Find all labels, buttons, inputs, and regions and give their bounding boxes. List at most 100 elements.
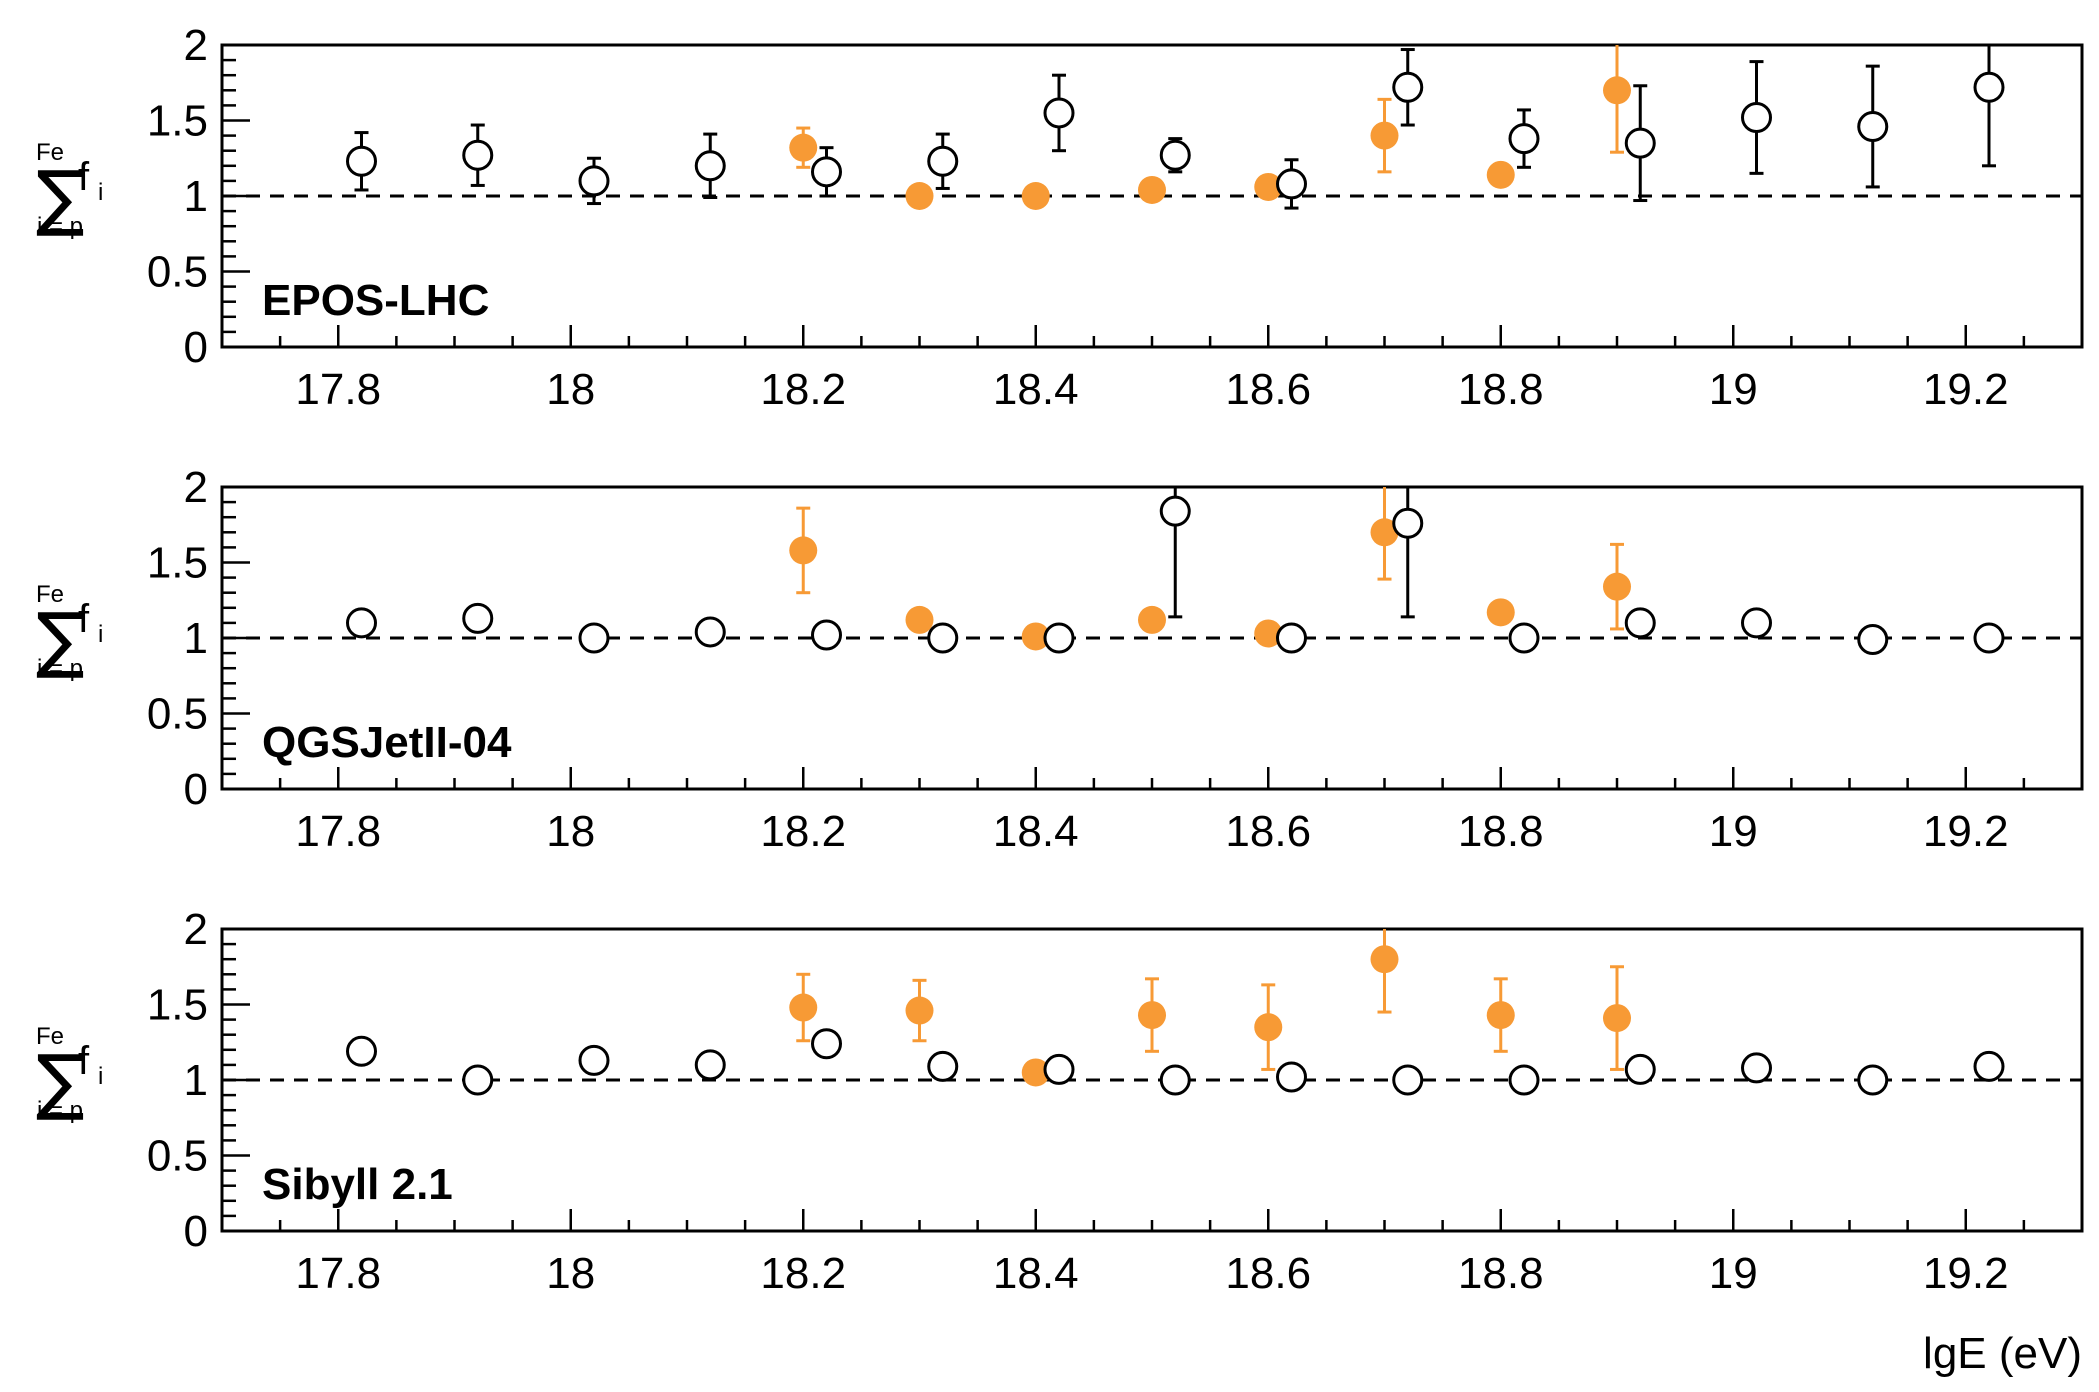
data-point-open xyxy=(346,145,377,177)
panel-label: QGSJetII-04 xyxy=(262,718,512,767)
x-tick-label: 19.2 xyxy=(1923,1249,2009,1298)
y-tick-label: 1.5 xyxy=(147,97,208,146)
data-point-open xyxy=(1508,123,1540,155)
data-point-filled xyxy=(1138,605,1166,634)
data-point-open xyxy=(1276,1061,1307,1093)
data-point-open xyxy=(1741,1052,1772,1084)
y-axis-label-lower: i = p xyxy=(37,655,83,682)
data-point-open xyxy=(1392,507,1424,539)
data-point-filled xyxy=(789,993,818,1022)
data-point-open xyxy=(811,156,842,188)
data-point-filled xyxy=(1138,175,1166,204)
data-point-open xyxy=(927,1050,959,1082)
data-point-open xyxy=(462,1064,494,1096)
data-point-open xyxy=(1624,127,1656,159)
chart-panels: 17.8 18 18.2 18.4 18.6 18.8 19 19.2 0 0.5 1 1.5 2 EPO… xyxy=(36,21,2084,1298)
x-axis-label: lgE (eV) xyxy=(1923,1329,2082,1378)
x-tick-label: 19 xyxy=(1709,807,1758,856)
data-point-open xyxy=(1043,97,1075,129)
y-axis-label-lower: i = p xyxy=(37,1097,83,1124)
data-point-filled xyxy=(1370,121,1399,150)
panel-0: 17.8 18 18.2 18.4 18.6 18.8 19 19.2 0 0.5 1 1.5 2 EPO… xyxy=(36,21,2084,414)
y-tick-label: 1.5 xyxy=(147,539,208,588)
x-tick-label: 18.2 xyxy=(760,1249,846,1298)
data-point-open xyxy=(1276,622,1307,654)
data-point-open xyxy=(1857,1064,1889,1096)
data-point-filled xyxy=(789,133,818,162)
data-point-open xyxy=(578,622,610,654)
y-tick-label: 0.5 xyxy=(147,690,208,739)
y-axis-label-lower: i = p xyxy=(37,213,83,240)
y-axis-label-symbol: ∑ xyxy=(36,1039,85,1123)
x-tick-label: 18.2 xyxy=(760,365,846,414)
data-point-filled xyxy=(1486,1001,1515,1030)
data-point-open xyxy=(694,150,726,182)
y-axis-label-sub: i xyxy=(98,179,103,206)
data-point-open xyxy=(578,165,610,197)
data-point-open xyxy=(694,1049,726,1081)
y-tick-label: 0 xyxy=(184,1207,208,1256)
x-tick-label: 17.8 xyxy=(295,807,381,856)
data-point-filled xyxy=(1021,182,1050,210)
y-axis-label-upper: Fe xyxy=(36,581,64,608)
data-point-filled xyxy=(1603,1004,1631,1033)
data-point-open xyxy=(1624,607,1656,639)
data-point-open xyxy=(927,622,959,654)
data-point-open xyxy=(1741,101,1772,133)
panel-label: Sibyll 2.1 xyxy=(262,1160,453,1209)
x-tick-label: 17.8 xyxy=(295,365,381,414)
data-point-filled xyxy=(1486,598,1515,627)
y-tick-label: 1 xyxy=(184,1056,208,1105)
data-point-filled xyxy=(1021,1058,1050,1087)
x-tick-label: 18.8 xyxy=(1458,1249,1544,1298)
data-point-open xyxy=(1973,1050,2005,1082)
data-point-open xyxy=(1508,1064,1540,1096)
data-point-filled xyxy=(1021,622,1050,651)
y-axis-label-upper: Fe xyxy=(36,139,64,166)
y-tick-label: 2 xyxy=(184,905,208,954)
x-tick-label: 18.4 xyxy=(993,1249,1079,1298)
x-tick-label: 18.2 xyxy=(760,807,846,856)
x-tick-label: 18.4 xyxy=(993,807,1079,856)
data-point-open xyxy=(694,616,726,648)
y-tick-label: 1.5 xyxy=(147,981,208,1030)
data-point-open xyxy=(1159,139,1191,171)
data-point-open xyxy=(346,1035,377,1067)
data-point-filled xyxy=(1254,172,1283,201)
data-point-open xyxy=(811,619,842,651)
data-point-filled xyxy=(905,605,934,634)
y-axis-label-sub: i xyxy=(98,1063,103,1090)
data-point-open xyxy=(578,1044,610,1076)
x-tick-label: 18.6 xyxy=(1225,1249,1311,1298)
y-axis-label-term: f xyxy=(78,155,90,199)
x-tick-label: 17.8 xyxy=(295,1249,381,1298)
data-point-open xyxy=(1159,1064,1191,1096)
data-point-filled xyxy=(1138,1001,1166,1030)
x-tick-label: 18.8 xyxy=(1458,807,1544,856)
data-point-open xyxy=(1741,607,1772,639)
x-tick-label: 18.4 xyxy=(993,365,1079,414)
y-axis-label-upper: Fe xyxy=(36,1023,64,1050)
panel-2: 17.8 18 18.2 18.4 18.6 18.8 19 19.2 0 0.5 1 1.5 2 Sib… xyxy=(36,905,2084,1298)
data-point-open xyxy=(1392,71,1424,103)
data-point-filled xyxy=(905,182,934,210)
data-point-open xyxy=(462,602,494,634)
data-point-open xyxy=(1508,622,1540,654)
x-tick-label: 19 xyxy=(1709,1249,1758,1298)
data-point-open xyxy=(1857,111,1889,143)
y-tick-label: 0 xyxy=(184,765,208,814)
data-point-filled xyxy=(1370,945,1399,974)
data-point-filled xyxy=(1254,1013,1283,1042)
x-tick-label: 18 xyxy=(546,1249,595,1298)
data-point-filled xyxy=(1603,76,1631,105)
y-axis-label-term: f xyxy=(78,597,90,641)
data-point-open xyxy=(1624,1053,1656,1085)
data-point-filled xyxy=(1603,572,1631,601)
x-tick-label: 19 xyxy=(1709,365,1758,414)
x-tick-label: 19.2 xyxy=(1923,365,2009,414)
data-point-open xyxy=(811,1028,842,1060)
data-point-filled xyxy=(905,996,934,1025)
panel-label: EPOS-LHC xyxy=(262,276,489,325)
